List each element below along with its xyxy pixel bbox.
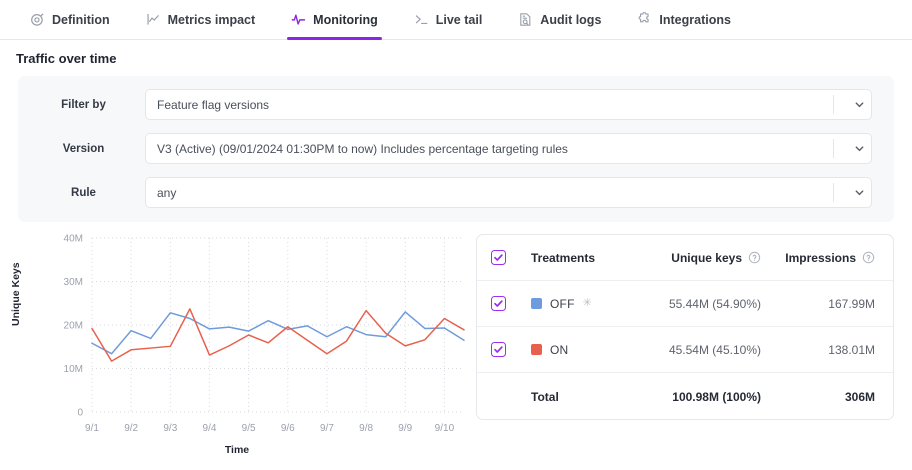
- treatment-name: ON: [550, 342, 569, 357]
- svg-text:9/1: 9/1: [85, 423, 99, 434]
- svg-text:30M: 30M: [64, 277, 83, 288]
- tab-metrics-impact[interactable]: Metrics impact: [142, 0, 260, 40]
- series-color-swatch: [531, 344, 542, 355]
- select-all-cell[interactable]: [491, 250, 531, 265]
- svg-text:9/2: 9/2: [124, 423, 138, 434]
- svg-text:9/3: 9/3: [163, 423, 177, 434]
- svg-text:10M: 10M: [64, 364, 83, 375]
- x-axis-title: Time: [224, 444, 250, 456]
- help-icon[interactable]: [862, 251, 875, 264]
- svg-text:20M: 20M: [64, 321, 83, 332]
- row-checkbox-cell[interactable]: [491, 342, 531, 357]
- row-checkbox[interactable]: [491, 342, 506, 357]
- chart-and-legend: Unique Keys Time 0 10M 20M 30M 40M 9/1 9/2 9/3 9…: [0, 230, 912, 462]
- tab-audit-logs[interactable]: Audit logs: [514, 0, 605, 40]
- version-label: Version: [62, 142, 105, 155]
- y-axis-title: Unique Keys: [10, 262, 22, 326]
- col-treatments: Treatments: [531, 250, 596, 265]
- series-color-swatch: [531, 298, 542, 309]
- version-select[interactable]: V3 (Active) (09/01/2024 01:30PM to now) …: [145, 133, 872, 164]
- unique-keys-value: 55.44M (54.90%): [668, 296, 761, 311]
- table-total-row: Total 100.98M (100%) 306M: [477, 373, 893, 419]
- tab-live-tail[interactable]: Live tail: [410, 0, 487, 40]
- rule-value: any: [157, 185, 177, 200]
- svg-text:0: 0: [77, 408, 83, 419]
- select-all-checkbox[interactable]: [491, 250, 506, 265]
- tab-label: Audit logs: [540, 12, 602, 27]
- svg-text:9/10: 9/10: [435, 423, 455, 434]
- traffic-line-chart: Unique Keys Time 0 10M 20M 30M 40M 9/1 9/2 9/3 9…: [6, 230, 468, 462]
- treatment-cell: ON: [531, 343, 621, 357]
- svg-text:9/5: 9/5: [242, 423, 256, 434]
- total-impressions: 306M: [844, 390, 875, 404]
- chevron-down-icon[interactable]: [847, 143, 871, 154]
- table-header-row: Treatments Unique keys Impressions: [477, 235, 893, 281]
- chevron-down-icon[interactable]: [847, 99, 871, 110]
- tab-monitoring[interactable]: Monitoring: [287, 0, 382, 40]
- impressions-value: 138.01M: [828, 342, 875, 357]
- tab-label: Live tail: [435, 12, 483, 27]
- filter-row-rule: Rule any: [40, 177, 872, 208]
- document-search-icon: [518, 12, 533, 27]
- target-icon: [30, 12, 45, 27]
- tab-label: Metrics impact: [167, 12, 256, 27]
- treatment-name: OFF: [550, 296, 575, 311]
- filter-panel: Filter by Feature flag versions Version …: [18, 76, 894, 222]
- unique-keys-value: 45.54M (45.10%): [668, 342, 761, 357]
- tab-label: Definition: [52, 12, 110, 27]
- divider: [833, 95, 834, 114]
- total-unique-keys: 100.98M (100%): [672, 390, 761, 404]
- total-label: Total: [531, 390, 559, 404]
- svg-text:9/8: 9/8: [359, 423, 373, 434]
- version-value: V3 (Active) (09/01/2024 01:30PM to now) …: [157, 141, 568, 156]
- activity-pulse-icon: [291, 12, 306, 27]
- treatments-table: Treatments Unique keys Impressions: [476, 234, 894, 420]
- col-impressions-label: Impressions: [785, 250, 856, 265]
- divider: [833, 183, 834, 202]
- col-impressions: Impressions: [771, 251, 875, 265]
- tab-label: Monitoring: [313, 12, 378, 27]
- svg-text:9/7: 9/7: [320, 423, 334, 434]
- terminal-prompt-icon: [414, 12, 429, 27]
- filter-by-select[interactable]: Feature flag versions: [145, 89, 872, 120]
- tab-bar: Definition Metrics impact Monitoring Liv…: [0, 0, 912, 40]
- svg-text:9/6: 9/6: [281, 423, 295, 434]
- treatment-cell: OFF ✳: [531, 297, 621, 311]
- divider: [833, 139, 834, 158]
- puzzle-piece-icon: [637, 12, 652, 27]
- col-unique-keys: Unique keys: [621, 251, 771, 265]
- page-title: Traffic over time: [16, 51, 117, 66]
- rule-label: Rule: [71, 186, 96, 199]
- svg-text:40M: 40M: [64, 234, 83, 245]
- default-treatment-icon: ✳: [582, 297, 592, 309]
- table-row[interactable]: ON 45.54M (45.10%) 138.01M: [477, 327, 893, 373]
- tab-integrations[interactable]: Integrations: [633, 0, 735, 40]
- table-row[interactable]: OFF ✳ 55.44M (54.90%) 167.99M: [477, 281, 893, 327]
- col-unique-keys-label: Unique keys: [671, 250, 742, 265]
- filter-by-label: Filter by: [61, 98, 106, 111]
- filter-row-filter-by: Filter by Feature flag versions: [40, 89, 872, 120]
- filter-row-version: Version V3 (Active) (09/01/2024 01:30PM …: [40, 133, 872, 164]
- row-checkbox-cell[interactable]: [491, 296, 531, 311]
- filter-by-value: Feature flag versions: [157, 97, 270, 112]
- help-icon[interactable]: [748, 251, 761, 264]
- tab-definition[interactable]: Definition: [26, 0, 114, 40]
- chevron-down-icon[interactable]: [847, 187, 871, 198]
- impressions-value: 167.99M: [828, 296, 875, 311]
- tab-label: Integrations: [659, 12, 731, 27]
- svg-text:9/9: 9/9: [398, 423, 412, 434]
- chart-svg: 0 10M 20M 30M 40M 9/1 9/2 9/3 9/4 9/5 9/6 9/7 9/8 9/9…: [64, 234, 465, 434]
- rule-select[interactable]: any: [145, 177, 872, 208]
- svg-text:9/4: 9/4: [203, 423, 217, 434]
- chart-line-icon: [146, 12, 161, 27]
- row-checkbox[interactable]: [491, 296, 506, 311]
